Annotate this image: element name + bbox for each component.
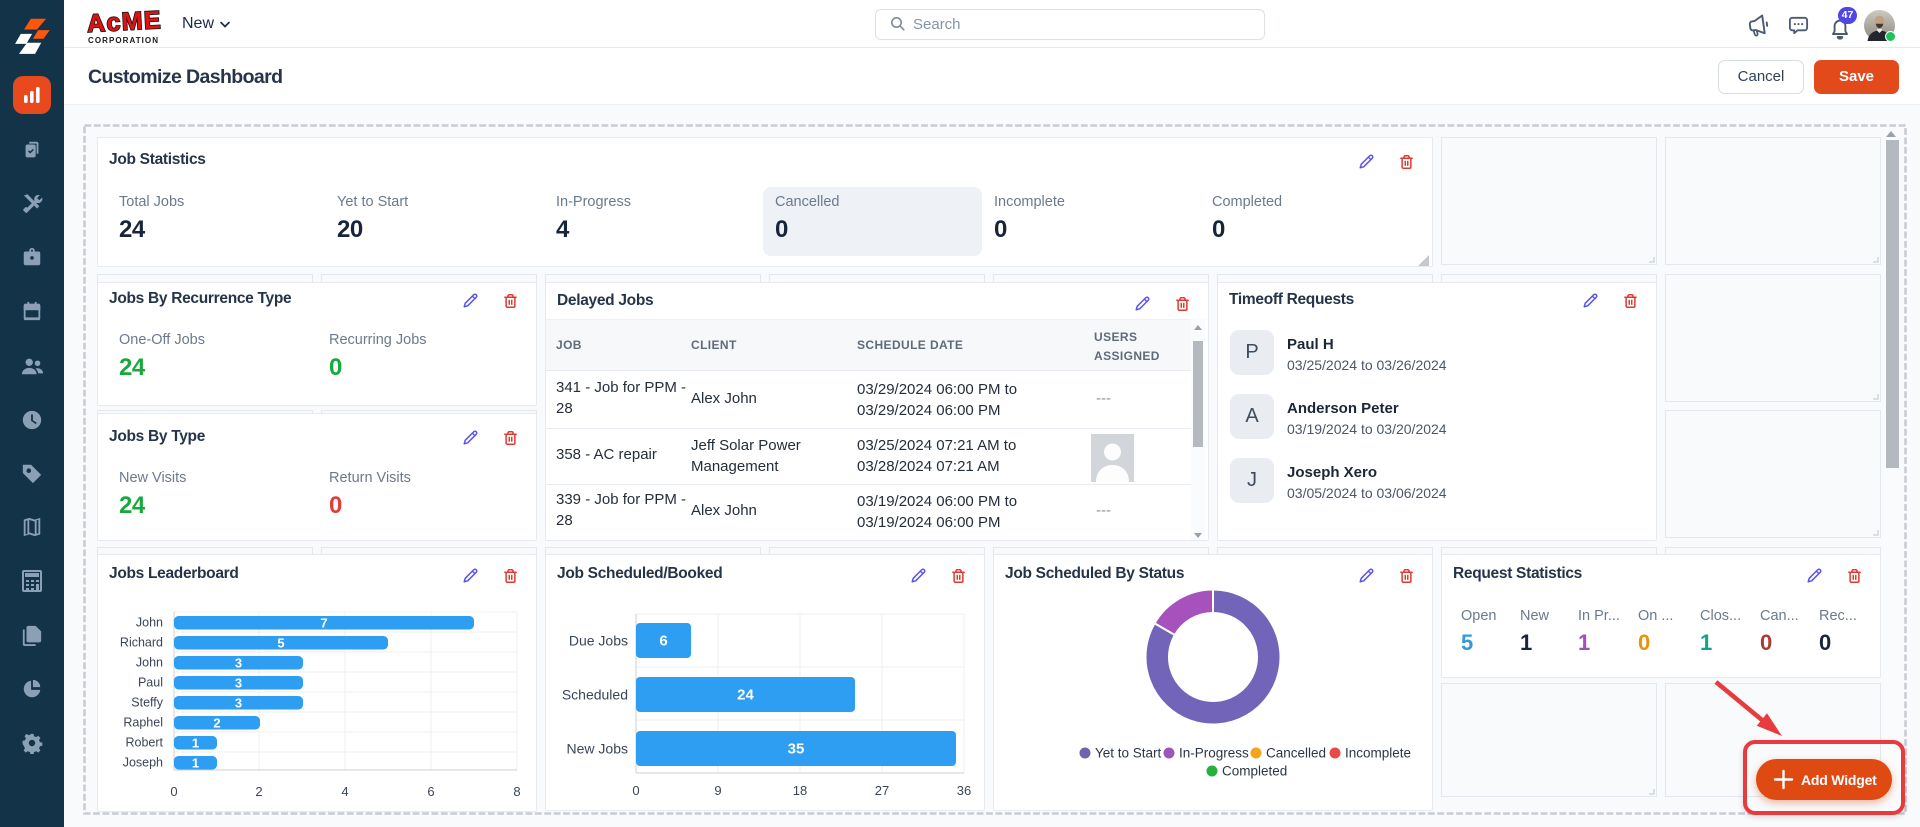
svg-text:8: 8: [513, 784, 520, 799]
svg-text:Steffy: Steffy: [131, 696, 163, 710]
svg-text:Completed: Completed: [1222, 764, 1287, 779]
svg-text:24: 24: [737, 687, 754, 704]
svg-text:4: 4: [341, 784, 348, 799]
svg-text:0: 0: [632, 783, 639, 798]
svg-text:In-Progress: In-Progress: [1179, 746, 1249, 761]
svg-text:7: 7: [320, 616, 327, 631]
svg-text:35: 35: [788, 741, 805, 758]
svg-text:John: John: [136, 656, 163, 670]
svg-text:3: 3: [235, 676, 242, 691]
svg-text:John: John: [136, 616, 163, 630]
svg-text:6: 6: [659, 633, 667, 650]
svg-text:Due Jobs: Due Jobs: [569, 633, 628, 649]
svg-text:3: 3: [235, 656, 242, 671]
svg-text:Paul: Paul: [138, 676, 163, 690]
svg-text:Richard: Richard: [120, 636, 163, 650]
svg-text:27: 27: [875, 783, 889, 798]
svg-text:6: 6: [427, 784, 434, 799]
svg-text:1: 1: [192, 756, 199, 771]
svg-text:Yet to Start: Yet to Start: [1095, 746, 1162, 761]
svg-text:Scheduled: Scheduled: [562, 687, 628, 703]
svg-text:3: 3: [235, 696, 242, 711]
svg-text:New Jobs: New Jobs: [567, 741, 628, 757]
svg-text:CORPORATION: CORPORATION: [88, 36, 158, 45]
svg-text:Raphel: Raphel: [123, 716, 163, 730]
svg-text:1: 1: [192, 736, 199, 751]
svg-text:5: 5: [277, 636, 284, 651]
svg-text:Joseph: Joseph: [123, 756, 163, 770]
svg-text:Cancelled: Cancelled: [1266, 746, 1326, 761]
svg-text:AcME: AcME: [87, 7, 160, 38]
svg-text:0: 0: [170, 784, 177, 799]
svg-text:9: 9: [714, 783, 721, 798]
svg-text:18: 18: [793, 783, 807, 798]
svg-text:36: 36: [957, 783, 971, 798]
svg-text:2: 2: [255, 784, 262, 799]
svg-text:2: 2: [213, 716, 220, 731]
svg-text:Incomplete: Incomplete: [1345, 746, 1411, 761]
svg-text:Robert: Robert: [125, 736, 163, 750]
